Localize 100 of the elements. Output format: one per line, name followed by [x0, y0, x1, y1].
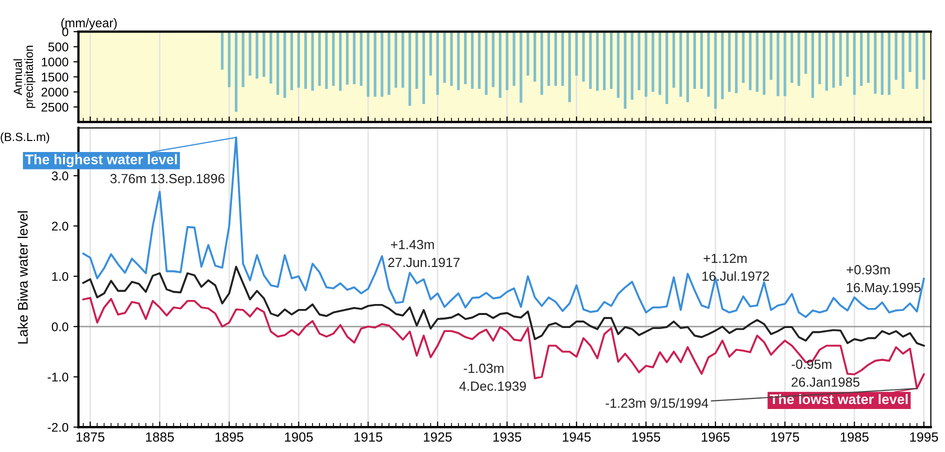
bar: [839, 32, 842, 86]
y-tick-label: -2.0: [48, 422, 68, 432]
bar: [520, 32, 522, 103]
bar: [748, 32, 752, 90]
bar: [742, 32, 745, 83]
bar: [380, 32, 384, 97]
bar: [220, 32, 224, 70]
bar: [624, 32, 626, 109]
bar: [506, 32, 508, 90]
bar: [388, 32, 390, 95]
bar: [464, 32, 467, 84]
y-tick-label: 2500: [42, 102, 68, 112]
annotation: 27.Jun.1917: [388, 258, 460, 268]
x-tick-label: 1895: [216, 432, 244, 442]
y-tick-label: 1000: [42, 58, 68, 66]
annotation: The lowst water level: [770, 394, 908, 404]
bar: [471, 32, 474, 89]
x-tick-label: 1915: [354, 432, 382, 442]
bar: [325, 32, 328, 89]
x-tick-label: 1965: [702, 432, 730, 442]
line-series: [82, 296, 925, 390]
bar: [498, 32, 502, 98]
x-tick-label: 1935: [493, 432, 522, 442]
bar: [554, 32, 558, 86]
line-series: [82, 266, 925, 347]
bar: [512, 32, 516, 86]
bar: [880, 32, 884, 95]
bar: [366, 32, 370, 97]
bar: [589, 32, 592, 89]
bar: [721, 32, 724, 100]
annotation: -1.23m 9/15/1994: [606, 398, 708, 408]
bar: [561, 32, 564, 86]
bar: [888, 32, 890, 95]
annotation: 16.Jul.1972: [702, 271, 769, 281]
bar: [853, 32, 856, 95]
bar: [818, 32, 821, 84]
bar: [846, 32, 849, 77]
y-tick-label: 2.0: [52, 222, 68, 231]
bar: [672, 32, 676, 88]
bar: [638, 32, 640, 90]
annotation: 16.May.1995: [846, 282, 921, 295]
bar: [714, 32, 717, 109]
bar: [575, 32, 578, 76]
bar: [630, 32, 634, 100]
bar: [644, 32, 648, 97]
x-tick-label: 1975: [771, 432, 800, 442]
bar: [242, 32, 244, 88]
bar: [402, 32, 404, 88]
bar: [457, 32, 460, 90]
bar: [540, 32, 544, 95]
bar: [700, 32, 703, 89]
bar: [728, 32, 731, 92]
y-tick-label: 500: [48, 42, 68, 52]
bar: [908, 32, 912, 72]
bar: [652, 32, 654, 92]
bar: [534, 32, 536, 82]
bar: [568, 32, 571, 102]
bar: [283, 32, 286, 98]
annotation: 26.Jan1985: [792, 377, 860, 387]
bar: [429, 32, 432, 76]
bar: [770, 32, 772, 80]
x-tick-label: 1885: [146, 432, 174, 442]
bar: [762, 32, 766, 95]
x-tick-label: 1875: [76, 432, 104, 442]
y-axis-title: Annual precipitation: [13, 46, 36, 108]
bar: [422, 32, 426, 104]
annotation: The highest water level: [25, 154, 177, 168]
annotation: 4.Dec.1939: [459, 381, 526, 391]
bar: [922, 32, 926, 80]
bar: [526, 32, 530, 76]
bar: [902, 32, 904, 89]
x-tick-label: 1945: [562, 432, 591, 442]
annotation: +1.12m: [704, 254, 747, 263]
text: (mm/year): [61, 18, 117, 30]
bar: [776, 32, 780, 96]
bar: [894, 32, 898, 80]
bar: [484, 32, 488, 95]
bar: [297, 32, 300, 88]
text: (B.S.L.m): [0, 132, 50, 144]
annotation: -1.03m: [464, 364, 504, 373]
bar: [339, 32, 342, 91]
bar: [916, 32, 918, 89]
bar: [616, 32, 620, 98]
bar: [707, 32, 710, 97]
bar: [290, 32, 294, 90]
bar: [360, 32, 362, 86]
bar: [234, 32, 238, 112]
bar: [547, 32, 550, 86]
bar: [270, 32, 272, 84]
bar: [825, 32, 828, 91]
bar: [304, 32, 307, 89]
bar: [832, 32, 835, 88]
bar: [478, 32, 481, 89]
bar: [784, 32, 786, 96]
bar: [658, 32, 662, 95]
bar: [408, 32, 412, 106]
bar: [804, 32, 808, 74]
bar: [596, 32, 599, 91]
bar: [693, 32, 696, 89]
bar: [318, 32, 321, 86]
